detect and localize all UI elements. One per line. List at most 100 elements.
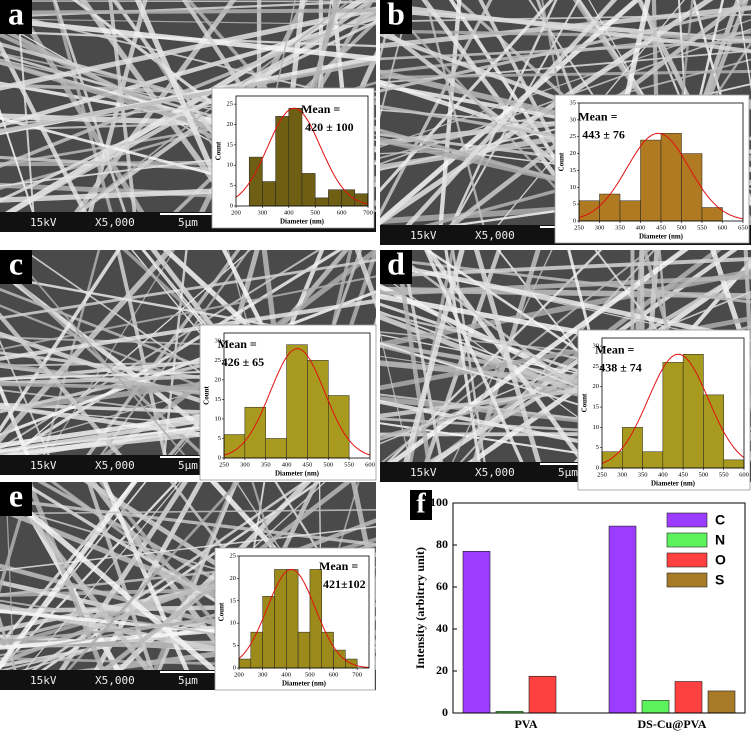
panel-letter-box (380, 250, 412, 284)
fiber (397, 250, 465, 482)
bar (321, 631, 334, 669)
y-tick-label: 30 (215, 337, 222, 344)
bar (599, 193, 621, 222)
x-tick-label: 300 (258, 671, 268, 678)
y-tick-label: 10 (230, 620, 237, 627)
fiber (71, 250, 241, 475)
bar (301, 173, 316, 207)
fiber (380, 290, 751, 445)
fiber (0, 615, 23, 690)
bar (262, 181, 276, 207)
x-tick-label: 250 (597, 471, 607, 478)
y-tick-label: 20 (436, 663, 448, 677)
mean-value: 426 ± 65 (222, 355, 265, 369)
x-tick-label: 400 (284, 209, 294, 216)
legend-label: N (715, 532, 725, 548)
bar (601, 451, 623, 469)
x-tick-label: 400 (281, 671, 291, 678)
bar (297, 631, 311, 669)
y-tick-label: 15 (593, 404, 600, 411)
sem-label: X5,000 (475, 229, 515, 242)
x-tick-label: 300 (258, 209, 268, 216)
plot-frame (452, 502, 746, 714)
bar (703, 394, 724, 469)
y-tick-label: 0 (596, 464, 599, 471)
fiber (26, 482, 113, 690)
plot-frame (238, 555, 370, 669)
x-tick-label: 700 (352, 671, 362, 678)
fiber (0, 59, 376, 134)
y-tick-label: 35 (570, 99, 577, 106)
x-tick-label: 450 (678, 471, 688, 478)
bar (275, 116, 290, 207)
legend-swatch (666, 532, 708, 548)
fiber (380, 257, 751, 304)
mean-label: Mean = (218, 337, 257, 351)
legend-swatch (666, 552, 708, 568)
x-axis-label: Diameter (nm) (282, 680, 327, 688)
x-tick-label: 450 (656, 224, 666, 231)
sem-label: X5,000 (95, 459, 135, 472)
fiber (0, 108, 41, 232)
x-tick-label: 500 (323, 461, 333, 468)
x-axis-label: Diameter (nm) (275, 470, 320, 478)
x-tick-label: 500 (310, 209, 320, 216)
bar (619, 200, 641, 222)
bar (578, 200, 600, 222)
bar (274, 569, 287, 669)
fiber (0, 275, 376, 351)
bar (328, 395, 350, 459)
y-tick-label: 0 (442, 705, 448, 719)
fiber (0, 382, 38, 475)
panel-letter-box (410, 490, 432, 520)
fiber (380, 13, 751, 23)
y-tick-label: 25 (570, 133, 577, 140)
sem-label: 15kV (410, 466, 437, 479)
x-tick-label: 550 (697, 224, 707, 231)
fiber (442, 250, 553, 482)
y-tick-label: 15 (215, 396, 222, 403)
fiber (108, 0, 139, 232)
y-tick-label: 30 (593, 343, 600, 350)
y-tick-label: 25 (593, 363, 600, 370)
y-tick-label: 10 (215, 415, 222, 422)
y-tick-label: 15 (227, 141, 234, 148)
fiber (8, 482, 182, 690)
y-axis-label: Count (215, 141, 223, 160)
fiber (380, 0, 493, 218)
bar (707, 690, 736, 714)
bar (723, 459, 745, 469)
bar (682, 354, 704, 469)
fiber (82, 0, 148, 232)
fit-curve (235, 107, 369, 205)
y-tick-label: 20 (215, 376, 222, 383)
panel-letter-box (380, 0, 412, 34)
bar (314, 197, 329, 207)
fiber (0, 17, 376, 62)
bar (288, 107, 303, 207)
sem-label: 15kV (410, 229, 437, 242)
bar (462, 550, 491, 714)
fiber (85, 250, 251, 475)
x-axis-label: Diameter (nm) (280, 218, 325, 226)
fiber (380, 260, 751, 343)
bar (248, 156, 263, 207)
panel-letter: a (8, 0, 24, 31)
bar (640, 139, 662, 222)
mean-label: Mean = (301, 102, 340, 116)
x-tick-label: 200 (231, 209, 241, 216)
y-tick-label: 5 (573, 201, 576, 208)
panel-letter: d (387, 245, 405, 281)
legend-label: C (715, 512, 725, 528)
y-tick-label: 20 (230, 575, 237, 582)
x-tick-label: 500 (305, 671, 315, 678)
legend-swatch (666, 512, 708, 528)
bar (244, 406, 266, 459)
fiber (0, 482, 147, 666)
fiber (0, 7, 376, 221)
y-tick-label: 25 (215, 357, 222, 364)
y-tick-label: 10 (593, 424, 600, 431)
x-tick-label: 600 (329, 671, 339, 678)
bar (286, 569, 299, 669)
x-tick-label: 250 (574, 224, 584, 231)
